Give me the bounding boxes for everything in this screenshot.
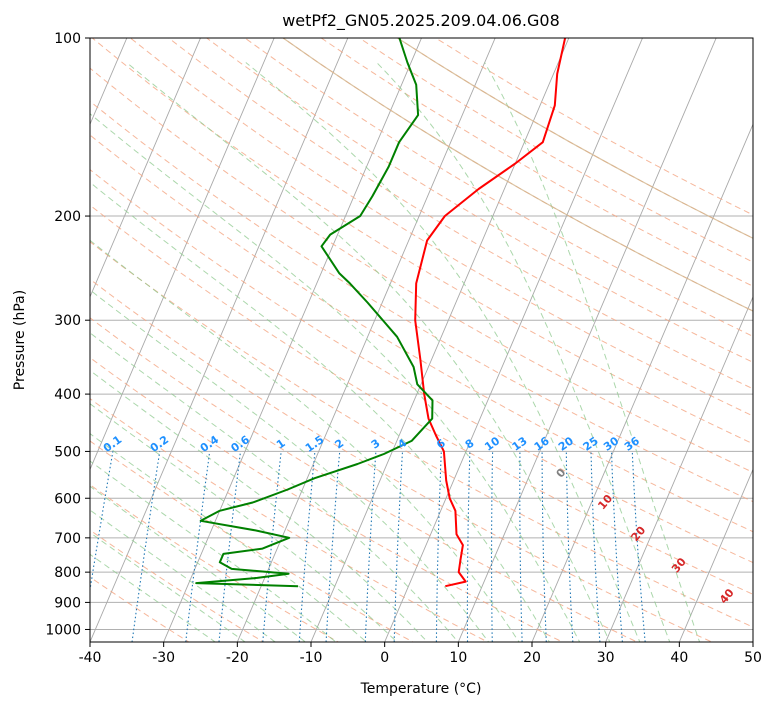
mixing-ratio-line: [519, 451, 523, 642]
dry-adiabat-line: [90, 398, 489, 642]
x-tick-label: 40: [670, 650, 688, 666]
mixing-ratio-line: [590, 451, 601, 642]
moist-adiabat-line: [90, 181, 550, 642]
x-tick-label: -40: [79, 650, 102, 666]
mixing-ratio-line: [325, 451, 341, 642]
grid-lines: [90, 38, 753, 642]
x-tick-label: 20: [523, 650, 541, 666]
x-tick-label: 50: [744, 650, 762, 666]
isotherm-line: [531, 123, 753, 642]
y-tick-label: 600: [54, 491, 81, 507]
dry-adiabat-line: [90, 317, 639, 642]
dry-adiabat-line: [90, 169, 753, 564]
isotherm-line: [310, 38, 570, 642]
dewpoint-profile-line: [195, 38, 434, 588]
dry-adiabat-line: [90, 484, 340, 642]
temperature-profile-line: [414, 38, 567, 588]
moist-adiabat-line: [90, 239, 520, 642]
moist-adiabat-line: [90, 403, 398, 642]
moist-adiabat-line: [90, 332, 459, 642]
sounding-profiles: [195, 38, 567, 588]
moist-adiabat-line: [90, 553, 217, 642]
y-tick-label: 1000: [45, 622, 81, 638]
isotherm-line: [236, 38, 496, 642]
mixing-ratio-line: [565, 451, 574, 642]
moist-adiabats: [90, 38, 753, 642]
x-tick-label: -20: [226, 650, 249, 666]
dry-adiabat-line: [244, 38, 753, 337]
y-tick-label: 300: [54, 313, 81, 329]
y-tick-label: 700: [54, 531, 81, 547]
mixing-ratio-line: [541, 451, 547, 642]
dry-adiabat-line: [90, 357, 564, 642]
dry-adiabat-line: [90, 204, 753, 595]
moist-adiabat-line: [90, 289, 490, 642]
x-axis-label: Temperature (°C): [360, 681, 482, 697]
mixing-ratio-line: [490, 451, 494, 642]
moist-adiabat-line: [90, 369, 429, 642]
isotherm-line: [90, 38, 128, 126]
isotherm-line: [90, 38, 275, 471]
y-tick-label: 800: [54, 565, 81, 581]
mixing-ratio-lines: [90, 451, 646, 642]
mixing-ratio-line: [435, 451, 442, 642]
moist-adiabat-line: [376, 62, 671, 642]
isotherm-line: [90, 38, 349, 642]
dry-adiabat-line: [90, 134, 753, 533]
chart-title: wetPf2_GN05.2025.209.04.06.G08: [282, 11, 560, 31]
isotherm-line: [678, 468, 753, 642]
y-tick-label: 100: [54, 31, 81, 47]
moist-adiabat-line: [90, 509, 277, 642]
x-tick-label: 0: [380, 650, 389, 666]
x-tick-label: 30: [597, 650, 615, 666]
isotherm-line: [457, 38, 717, 642]
mixing-ratio-line: [262, 451, 282, 642]
moist-adiabat-line: [90, 531, 246, 642]
moist-adiabat-line: [90, 433, 368, 642]
plot-frame: [89, 37, 754, 643]
y-tick-label: 400: [54, 387, 81, 403]
y-axis-label: Pressure (hPa): [12, 290, 28, 390]
x-tick-label: -30: [152, 650, 175, 666]
mixing-ratio-line: [218, 451, 242, 642]
dry-adiabats: [90, 38, 753, 642]
mixing-ratio-line: [298, 451, 316, 642]
mixing-ratio-line: [631, 451, 646, 642]
isotherm-line: [163, 38, 422, 642]
mixing-ratio-line: [610, 451, 623, 642]
mixing-ratio-line: [185, 451, 211, 642]
isotherm-line: [90, 38, 201, 299]
moist-adiabat-line: [245, 62, 641, 642]
isotherm-line: [605, 295, 753, 642]
mixing-ratio-line: [364, 451, 377, 642]
saturated-adiabat-curve: [282, 38, 753, 312]
y-tick-label: 200: [54, 209, 81, 225]
y-tick-label: 500: [54, 444, 81, 460]
isotherm-line: [384, 38, 643, 642]
moist-adiabat-line: [126, 62, 611, 642]
dry-adiabat-line: [91, 38, 753, 445]
mixing-ratio-line: [131, 451, 161, 642]
y-tick-label: 900: [54, 595, 81, 611]
moist-adiabat-line: [484, 62, 701, 642]
moist-adiabat-line: [90, 485, 307, 642]
axes-ticks: -40 -30 -20 -10 0 10 20 30 40 50 100 200 300 400 500 60…: [45, 31, 762, 666]
x-tick-label: -10: [300, 650, 323, 666]
dry-adiabat-line: [167, 38, 753, 390]
x-tick-label: 10: [449, 650, 467, 666]
mixing-ratio-line: [393, 451, 404, 642]
dry-adiabat-line: [90, 241, 753, 628]
dry-adiabat-line: [90, 67, 753, 473]
mixing-ratio-line: [466, 451, 471, 642]
dry-adiabat-line: [90, 529, 265, 642]
dry-adiabat-line: [90, 278, 713, 642]
